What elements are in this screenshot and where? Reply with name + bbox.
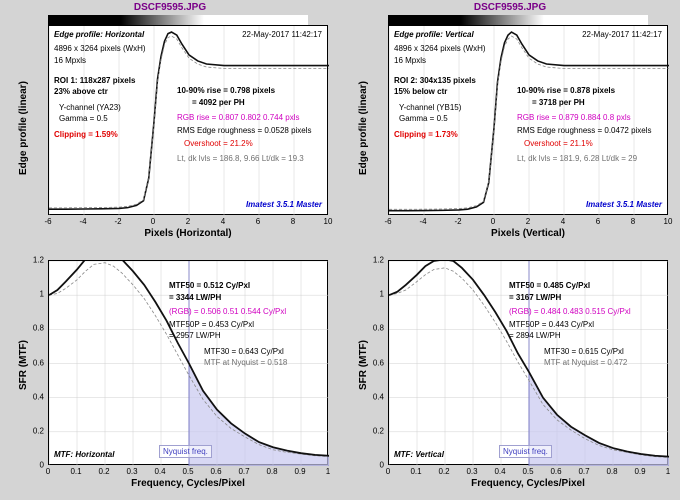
rgb-rise: RGB rise = 0.879 0.884 0.8 pxls xyxy=(517,113,631,123)
mtfnyq: MTF at Nyquist = 0.472 xyxy=(544,358,627,368)
software: Imatest 3.5.1 Master xyxy=(586,200,662,210)
rise1: 10-90% rise = 0.878 pixels xyxy=(517,86,615,96)
ylabel: Edge profile (linear) xyxy=(18,81,29,175)
filename-title: DSCF9595.JPG xyxy=(0,2,340,13)
overshoot: Overshoot = 21.2% xyxy=(184,139,253,149)
xlabel: Pixels (Horizontal) xyxy=(48,228,328,239)
overshoot: Overshoot = 21.1% xyxy=(524,139,593,149)
mtf30: MTF30 = 0.615 Cy/Pxl xyxy=(544,347,624,357)
timestamp: 22-May-2017 11:42:17 xyxy=(242,30,322,40)
lvls: Lt, dk lvls = 181.9, 6.28 Lt/dk = 29 xyxy=(517,154,637,164)
mtfnyq: MTF at Nyquist = 0.518 xyxy=(204,358,287,368)
roi-pos: 23% above ctr xyxy=(54,87,108,97)
rise1: 10-90% rise = 0.798 pixels xyxy=(177,86,275,96)
software: Imatest 3.5.1 Master xyxy=(246,200,322,210)
xlabel: Frequency, Cycles/Pixel xyxy=(388,478,668,489)
mtf50p-1: MTF50P = 0.443 Cy/Pxl xyxy=(509,320,594,330)
panel-edge-horizontal: DSCF9595.JPG Edge profile: Horizontal 22… xyxy=(0,0,340,250)
panel-edge-vertical: DSCF9595.JPG Edge profile: Vertical 22-M… xyxy=(340,0,680,250)
gradient-strip xyxy=(48,15,308,25)
profile-label: Edge profile: Horizontal xyxy=(54,30,144,40)
image-dims: 4896 x 3264 pixels (WxH) xyxy=(54,44,146,54)
mtf-label: MTF: Horizontal xyxy=(54,450,114,460)
ylabel: Edge profile (linear) xyxy=(358,81,369,175)
plot-box-bl: MTF50 = 0.512 Cy/Pxl = 3344 LW/PH (RGB) … xyxy=(48,260,328,465)
profile-label: Edge profile: Vertical xyxy=(394,30,474,40)
rise2: = 4092 per PH xyxy=(192,98,245,108)
lvls: Lt, dk lvls = 186.8, 9.66 Lt/dk = 19.3 xyxy=(177,154,304,164)
ychan: Y-channel (YA23) xyxy=(59,103,121,113)
mtf-rgb: (RGB) = 0.506 0.51 0.544 Cy/Pxl xyxy=(169,307,286,317)
mtf50-1: MTF50 = 0.485 Cy/Pxl xyxy=(509,281,590,291)
roi-label: ROI 1: 118x287 pixels xyxy=(54,76,135,86)
clipping: Clipping = 1.73% xyxy=(394,130,458,140)
panel-mtf-vertical: MTF50 = 0.485 Cy/Pxl = 3167 LW/PH (RGB) … xyxy=(340,250,680,500)
filename-title: DSCF9595.JPG xyxy=(340,2,680,13)
rise2: = 3718 per PH xyxy=(532,98,585,108)
mpixels: 16 Mpxls xyxy=(54,56,86,66)
plot-box-br: MTF50 = 0.485 Cy/Pxl = 3167 LW/PH (RGB) … xyxy=(388,260,668,465)
rms: RMS Edge roughness = 0.0528 pixels xyxy=(177,126,312,136)
image-dims: 4896 x 3264 pixels (WxH) xyxy=(394,44,486,54)
mtf50p-1: MTF50P = 0.453 Cy/Pxl xyxy=(169,320,254,330)
mtf50p-2: = 2957 LW/PH xyxy=(169,331,221,341)
mtf30: MTF30 = 0.643 Cy/Pxl xyxy=(204,347,284,357)
gradient-strip xyxy=(388,15,648,25)
mpixels: 16 Mpxls xyxy=(394,56,426,66)
xlabel: Pixels (Vertical) xyxy=(388,228,668,239)
plot-box-tl: Edge profile: Horizontal 22-May-2017 11:… xyxy=(48,25,328,215)
mtf50-1: MTF50 = 0.512 Cy/Pxl xyxy=(169,281,250,291)
rgb-rise: RGB rise = 0.807 0.802 0.744 pxls xyxy=(177,113,300,123)
mtf50-2: = 3167 LW/PH xyxy=(509,293,561,303)
plot-box-tr: Edge profile: Vertical 22-May-2017 11:42… xyxy=(388,25,668,215)
mtf-rgb: (RGB) = 0.484 0.483 0.515 Cy/Pxl xyxy=(509,307,631,317)
gamma: Gamma = 0.5 xyxy=(59,114,108,124)
clipping: Clipping = 1.59% xyxy=(54,130,118,140)
xlabel: Frequency, Cycles/Pixel xyxy=(48,478,328,489)
panel-mtf-horizontal: MTF50 = 0.512 Cy/Pxl = 3344 LW/PH (RGB) … xyxy=(0,250,340,500)
gamma: Gamma = 0.5 xyxy=(399,114,448,124)
ychan: Y-channel (YB15) xyxy=(399,103,461,113)
roi-label: ROI 2: 304x135 pixels xyxy=(394,76,476,86)
mtf50p-2: = 2894 LW/PH xyxy=(509,331,561,341)
nyquist-label: Nyquist freq. xyxy=(499,445,552,458)
mtf50-2: = 3344 LW/PH xyxy=(169,293,221,303)
roi-pos: 15% below ctr xyxy=(394,87,447,97)
nyquist-label: Nyquist freq. xyxy=(159,445,212,458)
timestamp: 22-May-2017 11:42:17 xyxy=(582,30,662,40)
rms: RMS Edge roughness = 0.0472 pixels xyxy=(517,126,652,136)
mtf-label: MTF: Vertical xyxy=(394,450,444,460)
chart-grid: DSCF9595.JPG Edge profile: Horizontal 22… xyxy=(0,0,680,500)
